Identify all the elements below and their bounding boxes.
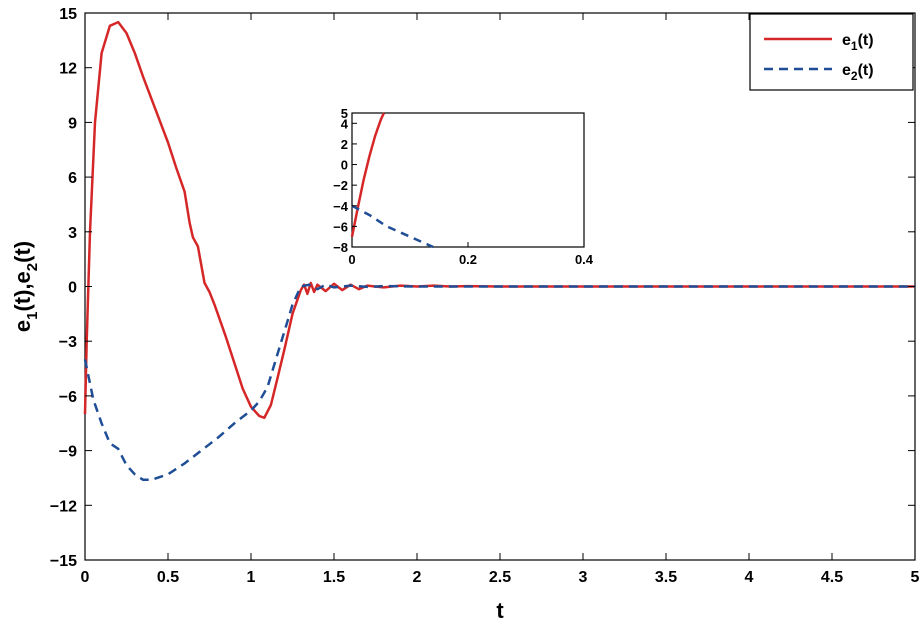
- y-tick-label: 9: [68, 115, 77, 132]
- y-tick-label: 15: [59, 6, 77, 23]
- x-tick-label: 1.5: [323, 569, 345, 586]
- x-tick-label: 3.5: [655, 569, 677, 586]
- inset-frame: [351, 112, 585, 248]
- inset-y-tick-label: 5: [341, 106, 348, 121]
- inset-y-tick-label: −6: [333, 219, 348, 234]
- inset-y-tick-label: 2: [341, 137, 348, 152]
- legend-label-e2: e2(t): [842, 62, 874, 83]
- inset-series-group: [350, 112, 434, 249]
- inset-x-axis-ticks: 0 0.2 0.4: [348, 242, 594, 267]
- series-line-e2: [83, 283, 915, 482]
- y-tick-label: 6: [68, 170, 77, 187]
- y-tick-label: −15: [50, 553, 77, 570]
- inset-y-axis-ticks: 54 2 0 −2 −4 −6 −8: [333, 106, 357, 255]
- y-axis-ticks: 15 12 9 6 3 0 −3 −6 −9 −12 −15: [50, 6, 915, 570]
- main-plot: 0 0.5 1 1.5 2 2.5 3 3.5 4 4.5 5 15 12 9 6 3 0 −3 −6 −9 −12 −…: [50, 6, 920, 586]
- x-tick-label: 1: [247, 569, 256, 586]
- main-series-group: [83, 20, 915, 482]
- x-tick-label: 3: [579, 569, 588, 586]
- legend-box: [749, 13, 914, 91]
- inset-y-tick-label: 0: [341, 158, 348, 173]
- x-axis-ticks: 0 0.5 1 1.5 2 2.5 3 3.5 4 4.5 5: [81, 13, 920, 586]
- y-tick-label: −9: [59, 444, 77, 461]
- y-tick-label: −3: [59, 334, 77, 351]
- y-axis-label: e1(t),e2(t): [10, 241, 41, 332]
- x-tick-label: 2.5: [489, 569, 511, 586]
- x-tick-label: 2: [413, 569, 422, 586]
- inset-plot: 0 0.2 0.4 54 2 0 −2 −4 −6 −8: [333, 106, 594, 267]
- y-tick-label: 12: [59, 61, 77, 78]
- x-tick-label: 4: [745, 569, 754, 586]
- x-tick-label: 0.5: [157, 569, 179, 586]
- x-axis-label: t: [496, 598, 504, 623]
- y-tick-label: 3: [68, 225, 77, 242]
- x-tick-label: 0: [81, 569, 90, 586]
- inset-x-tick-label: 0.4: [575, 252, 594, 267]
- legend-label-e1: e1(t): [842, 32, 874, 53]
- inset-x-tick-label: 0.2: [459, 252, 477, 267]
- x-tick-label: 5: [911, 569, 920, 586]
- inset-y-tick-label: −2: [333, 178, 348, 193]
- inset-series-line-e2: [351, 204, 434, 249]
- inset-x-tick-label: 0: [348, 252, 355, 267]
- inset-y-tick-label: −8: [333, 240, 348, 255]
- y-tick-label: 0: [68, 280, 77, 297]
- inset-y-tick-label: 4: [341, 116, 349, 131]
- legend: e1(t) e2(t): [749, 13, 914, 91]
- inset-y-tick-label: −4: [333, 199, 349, 214]
- y-tick-label: −6: [59, 389, 77, 406]
- y-tick-label: −12: [50, 498, 77, 515]
- x-tick-label: 4.5: [821, 569, 843, 586]
